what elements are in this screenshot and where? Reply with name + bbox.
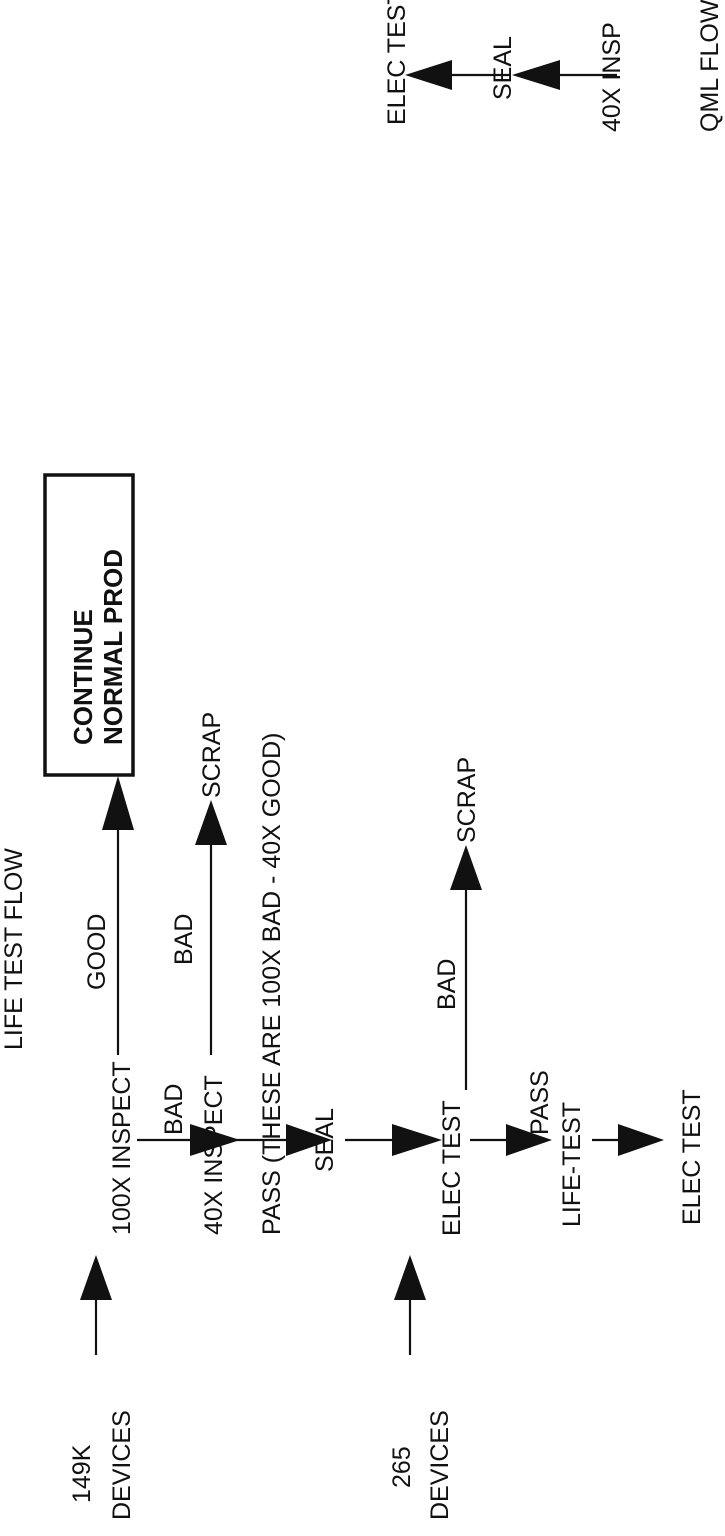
arrow-good-to-continue: [102, 776, 134, 1055]
arrow-100x-bad-to-40x: [137, 1124, 240, 1156]
scrap-label-2: SCRAP: [453, 757, 481, 843]
source-265-devices: 265 DEVICES: [388, 1410, 454, 1520]
qml-flow-title: QML FLOW: [696, 0, 724, 132]
qml-arrow-seal-to-elec: [405, 60, 510, 90]
qml-40x-insp: 40X INSP: [598, 22, 626, 132]
source-265-label: DEVICES: [426, 1410, 454, 1520]
inspect-40x: 40X INSPECT: [200, 1075, 228, 1235]
arrow-pass-to-life-test: [470, 1124, 552, 1156]
continue-label: CONTINUE: [68, 609, 98, 745]
pass-label-2: PASS: [526, 1070, 554, 1135]
scrap-label-1: SCRAP: [198, 712, 226, 798]
arrow-life-test-to-elec-test: [592, 1124, 664, 1156]
continue-normal-prod-box: [43, 473, 135, 777]
bad-label-3: BAD: [433, 959, 461, 1010]
elec-test-1: ELEC TEST: [438, 1100, 466, 1236]
good-label: GOOD: [83, 914, 111, 990]
seal: SEAL: [311, 1108, 339, 1172]
bad-label-1: BAD: [160, 1084, 188, 1135]
inspect-100x: 100X INSPECT: [108, 1061, 136, 1235]
source-149k-devices: 149K DEVICES: [68, 1410, 136, 1520]
life-test: LIFE-TEST: [558, 1102, 586, 1227]
qml-arrow-insp-to-seal: [512, 60, 617, 90]
life-test-flow-title: LIFE TEST FLOW: [0, 848, 28, 1050]
pass-note: PASS (THESE ARE 100X BAD - 40X GOOD): [258, 733, 286, 1235]
source-149k-label: DEVICES: [108, 1410, 136, 1520]
source-149k-count: 149K: [68, 1444, 96, 1503]
arrow-149k-to-100x: [80, 1255, 112, 1355]
elec-test-2: ELEC TEST: [678, 1089, 706, 1225]
qml-seal: SEAL: [489, 36, 517, 100]
arrow-elec-bad-to-scrap: [450, 845, 482, 1090]
qml-elec-test: ELEC TEST: [383, 0, 411, 125]
source-265-count: 265: [388, 1446, 416, 1488]
arrow-40x-to-seal: [236, 1124, 332, 1156]
normal-prod-label: NORMAL PROD: [98, 549, 128, 745]
arrow-40x-bad-to-scrap: [195, 800, 227, 1055]
arrow-seal-to-elec-test: [345, 1124, 442, 1156]
arrow-265-to-life-test: [394, 1255, 426, 1355]
bad-label-2: BAD: [170, 914, 198, 965]
